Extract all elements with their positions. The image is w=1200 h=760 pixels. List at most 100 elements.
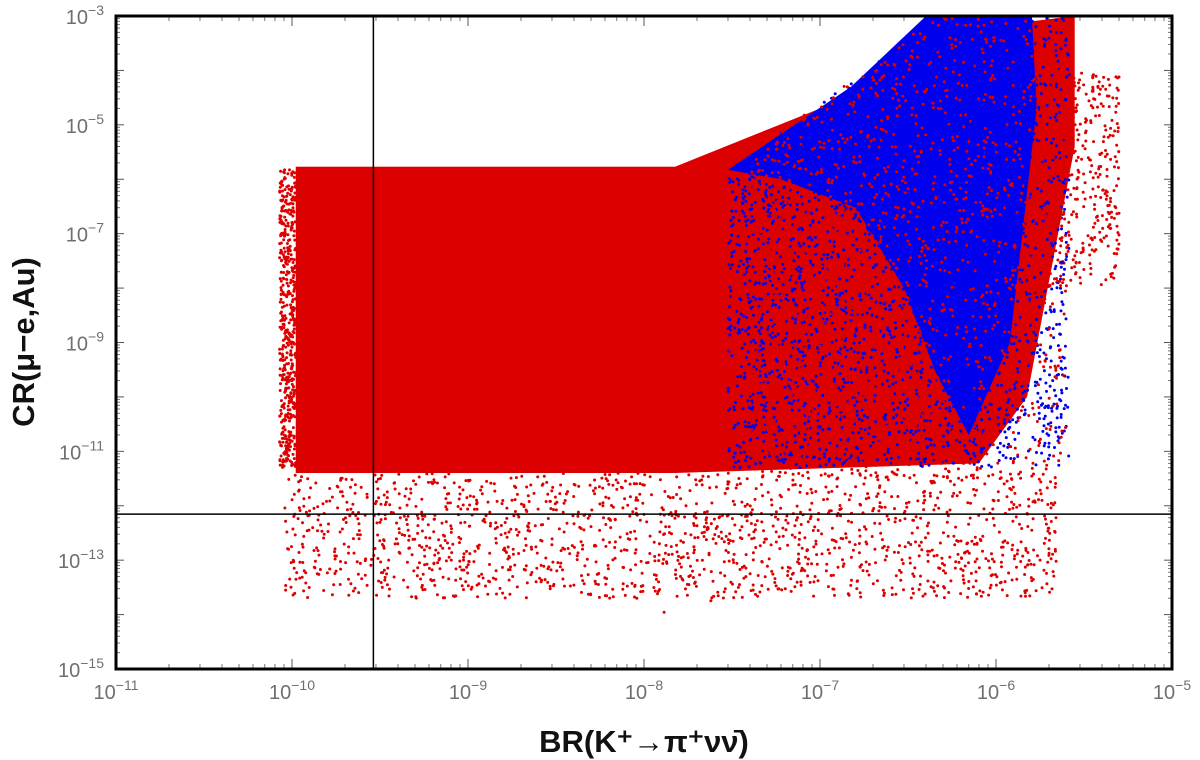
data-point-red xyxy=(945,520,949,524)
data-point-red xyxy=(967,522,971,526)
data-point-red xyxy=(635,596,639,600)
data-point-blue xyxy=(729,294,732,298)
data-point-blue xyxy=(833,327,837,331)
data-point-blue xyxy=(989,114,993,117)
data-point-red xyxy=(1047,547,1051,551)
data-point-blue xyxy=(1032,276,1036,279)
data-point-blue xyxy=(974,124,977,128)
data-point-blue xyxy=(1051,327,1055,331)
data-point-red xyxy=(279,408,283,412)
data-point-blue xyxy=(840,364,844,368)
data-point-red xyxy=(288,168,291,172)
data-point-blue xyxy=(979,447,983,451)
data-point-blue xyxy=(762,415,766,419)
data-point-red xyxy=(838,504,842,507)
data-point-blue xyxy=(862,176,866,180)
data-point-red xyxy=(285,437,289,441)
data-point-blue xyxy=(783,457,787,461)
data-point-red xyxy=(488,580,492,584)
data-point-red xyxy=(822,498,826,502)
data-point-blue xyxy=(1047,445,1051,449)
data-point-blue xyxy=(933,311,937,315)
data-point-red xyxy=(380,543,384,546)
data-point-blue xyxy=(828,239,832,243)
data-point-red xyxy=(652,573,656,577)
data-point-red xyxy=(916,499,920,503)
data-point-red xyxy=(797,537,801,541)
data-point-red xyxy=(488,551,492,555)
data-point-red xyxy=(754,592,757,596)
data-point-blue xyxy=(998,283,1002,287)
data-point-blue xyxy=(919,464,923,468)
data-point-blue xyxy=(1031,122,1035,126)
data-point-blue xyxy=(761,226,765,230)
data-point-red xyxy=(283,176,287,180)
data-point-red xyxy=(291,294,294,298)
data-point-red xyxy=(317,572,321,576)
data-point-blue xyxy=(951,271,955,275)
data-point-red xyxy=(694,483,698,487)
data-point-blue xyxy=(869,444,873,448)
data-point-blue xyxy=(924,53,928,57)
data-point-red xyxy=(849,493,853,497)
data-point-red xyxy=(517,552,521,555)
data-point-blue xyxy=(928,394,932,398)
data-point-red xyxy=(604,477,608,481)
data-point-blue xyxy=(1054,155,1058,159)
data-point-blue xyxy=(976,74,980,78)
data-point-blue xyxy=(1035,295,1039,299)
data-point-red xyxy=(1047,551,1051,555)
data-point-red xyxy=(1043,99,1047,103)
data-point-blue xyxy=(1018,268,1022,272)
data-point-red xyxy=(886,545,890,549)
data-point-red xyxy=(1026,241,1030,245)
data-point-red xyxy=(493,527,497,531)
data-point-blue xyxy=(959,96,963,100)
data-point-red xyxy=(459,507,463,511)
data-point-red xyxy=(493,489,497,493)
data-point-red xyxy=(435,593,439,597)
data-point-blue xyxy=(931,452,935,456)
data-point-red xyxy=(1096,219,1100,222)
data-point-red xyxy=(1037,477,1041,481)
data-point-blue xyxy=(763,276,767,280)
data-point-blue xyxy=(897,263,901,266)
data-point-red xyxy=(954,560,958,564)
data-point-red xyxy=(981,549,984,553)
data-point-blue xyxy=(753,200,757,204)
data-point-blue xyxy=(961,201,965,205)
data-point-red xyxy=(517,530,521,534)
data-point-blue xyxy=(933,159,937,163)
data-point-red xyxy=(1039,492,1043,496)
data-point-blue xyxy=(932,51,936,55)
data-point-red xyxy=(1069,278,1073,282)
data-point-red xyxy=(499,533,503,537)
data-point-red xyxy=(1056,77,1060,81)
data-point-red xyxy=(1001,553,1005,557)
data-point-blue xyxy=(1059,399,1063,403)
data-point-blue xyxy=(916,270,920,274)
data-point-blue xyxy=(901,287,905,291)
data-point-red xyxy=(924,536,927,540)
data-point-blue xyxy=(907,79,911,83)
data-point-red xyxy=(806,557,810,561)
data-point-blue xyxy=(907,56,911,60)
data-point-blue xyxy=(1018,315,1022,319)
data-point-blue xyxy=(843,345,847,349)
data-point-red xyxy=(333,572,337,575)
data-point-red xyxy=(423,554,427,558)
data-point-red xyxy=(443,475,447,479)
data-point-blue xyxy=(923,287,927,291)
data-point-red xyxy=(293,371,297,375)
data-point-blue xyxy=(1057,425,1061,429)
data-point-red xyxy=(1016,548,1020,552)
data-point-red xyxy=(1051,570,1055,574)
data-point-red xyxy=(607,496,611,500)
data-point-red xyxy=(514,476,518,480)
data-point-blue xyxy=(921,117,925,121)
data-point-red xyxy=(588,483,592,487)
data-point-red xyxy=(973,493,977,497)
data-point-red xyxy=(292,457,296,461)
data-point-blue xyxy=(1004,408,1008,412)
data-point-red xyxy=(1102,236,1106,240)
